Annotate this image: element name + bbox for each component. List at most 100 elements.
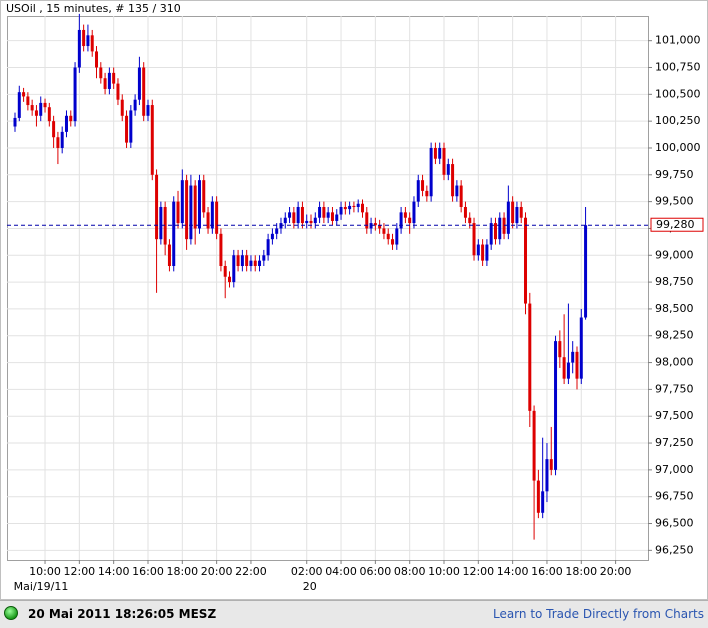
y-tick-label: 98,500 xyxy=(655,302,694,315)
candle-body xyxy=(476,244,480,256)
candle-body xyxy=(275,228,279,234)
x-tick-label: 18:00 xyxy=(166,565,198,578)
candle-body xyxy=(575,351,579,379)
candle-body xyxy=(463,206,467,218)
candle-body xyxy=(493,223,497,240)
candle-body xyxy=(309,220,313,224)
candle-body xyxy=(82,29,86,47)
candles xyxy=(7,13,648,540)
candle-body xyxy=(167,244,171,267)
y-tick-label: 98,000 xyxy=(655,356,694,369)
candle-body xyxy=(90,35,94,52)
candle-body xyxy=(266,239,270,256)
candle-body xyxy=(112,72,116,84)
candle-body xyxy=(292,212,296,224)
candle-body xyxy=(412,201,416,224)
candle-body xyxy=(262,255,266,261)
candle-body xyxy=(421,180,425,191)
price-label-box xyxy=(650,217,704,232)
x-tick-label: 12:00 xyxy=(462,565,494,578)
candle-body xyxy=(17,92,21,118)
candle-body xyxy=(47,107,51,122)
candle-body xyxy=(253,260,257,267)
candle-body xyxy=(532,410,536,481)
candle-body xyxy=(429,147,433,197)
candle-body xyxy=(369,223,373,229)
candle-body xyxy=(60,131,64,148)
candle-body xyxy=(378,225,382,229)
y-tick-label: 97,750 xyxy=(655,382,694,395)
x-tick-label: 02:00 xyxy=(291,565,323,578)
candle-body xyxy=(330,212,334,221)
axes: 96,250 96,500 96,750 97,000 97,250 97,500 97,7… xyxy=(14,34,704,593)
candle-body xyxy=(348,205,352,210)
candle-body xyxy=(335,214,339,221)
y-tick-label: 100,250 xyxy=(655,114,701,127)
candle-body xyxy=(502,217,506,234)
candle-body xyxy=(228,276,231,283)
x-tick-label: 06:00 xyxy=(360,565,392,578)
x-tick-label: 08:00 xyxy=(394,565,426,578)
candle-body xyxy=(395,228,399,245)
candle-body xyxy=(403,212,407,218)
trade-link[interactable]: Learn to Trade Directly from Charts xyxy=(492,607,704,621)
candle-body xyxy=(558,341,562,358)
candle-body xyxy=(176,201,180,224)
candle-body xyxy=(541,491,545,513)
candle-body xyxy=(206,212,210,229)
x-date-label: Mai/19/11 xyxy=(14,580,69,593)
candle-body xyxy=(579,317,583,379)
candle-body xyxy=(536,480,540,513)
candle-body xyxy=(107,72,111,89)
candle-body xyxy=(52,121,56,138)
candle-body xyxy=(172,201,176,267)
candle-body xyxy=(39,102,43,116)
candle-body xyxy=(155,174,159,240)
x-tick-label: 04:00 xyxy=(325,565,357,578)
candle-body xyxy=(446,164,450,175)
price-label: 99,280 xyxy=(656,218,695,231)
candle-body xyxy=(442,147,446,175)
candle-body xyxy=(150,105,154,175)
y-tick-label: 100,500 xyxy=(655,87,701,100)
candle-body xyxy=(30,105,34,111)
candle-body xyxy=(210,201,214,229)
candle-body xyxy=(528,303,532,411)
candle-body xyxy=(69,115,73,122)
x-tick-label: 20:00 xyxy=(201,565,233,578)
candle-body xyxy=(300,206,304,224)
candle-body xyxy=(549,459,553,470)
candle-body xyxy=(352,205,356,207)
candle-body xyxy=(356,203,360,207)
y-tick-label: 97,500 xyxy=(655,409,694,422)
candle-body xyxy=(236,255,240,267)
candle-body xyxy=(34,110,38,116)
chart-title: USOil , 15 minutes, # 135 / 310 xyxy=(6,2,181,15)
candle-body xyxy=(562,357,566,379)
candle-body xyxy=(193,185,197,229)
y-tick-label: 100,750 xyxy=(655,61,701,74)
candle-body xyxy=(399,212,403,229)
x-date-label: 20 xyxy=(303,580,317,593)
candle-body xyxy=(339,206,343,215)
candle-body xyxy=(185,180,189,240)
status-indicator xyxy=(4,606,18,620)
candle-body xyxy=(142,67,146,116)
candle-body xyxy=(455,185,459,197)
candle-body xyxy=(386,233,390,240)
candle-body xyxy=(313,217,317,224)
candle-body xyxy=(245,255,249,267)
candle-body xyxy=(425,190,429,197)
candle-body xyxy=(373,223,377,226)
candle-body xyxy=(288,212,292,218)
candle-body xyxy=(283,217,287,224)
x-tick-label: 18:00 xyxy=(565,565,597,578)
candle-body xyxy=(73,67,77,122)
candle-body xyxy=(524,217,528,304)
candle-body xyxy=(258,260,262,267)
candle-body xyxy=(571,351,575,363)
candle-body xyxy=(408,217,412,224)
candle-body xyxy=(416,180,420,202)
y-tick-label: 96,500 xyxy=(655,517,694,530)
